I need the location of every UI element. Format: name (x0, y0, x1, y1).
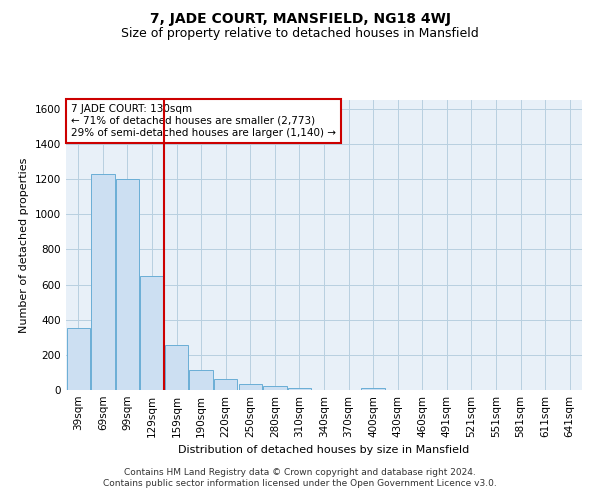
Bar (116, 179, 139, 390)
Y-axis label: Number of detached properties: Number of detached properties (19, 158, 29, 332)
Bar (91, 174, 115, 390)
Text: 7, JADE COURT, MANSFIELD, NG18 4WJ: 7, JADE COURT, MANSFIELD, NG18 4WJ (149, 12, 451, 26)
Bar (190, 370, 213, 390)
Text: Size of property relative to detached houses in Mansfield: Size of property relative to detached ho… (121, 28, 479, 40)
Bar (263, 386, 287, 390)
Bar (140, 276, 164, 390)
Bar (361, 388, 385, 390)
Bar (214, 378, 238, 390)
Bar (288, 388, 311, 390)
Text: Contains HM Land Registry data © Crown copyright and database right 2024.
Contai: Contains HM Land Registry data © Crown c… (103, 468, 497, 487)
Text: 7 JADE COURT: 130sqm
← 71% of detached houses are smaller (2,773)
29% of semi-de: 7 JADE COURT: 130sqm ← 71% of detached h… (71, 104, 336, 138)
Bar (165, 345, 188, 390)
Bar (67, 328, 90, 390)
Bar (239, 384, 262, 390)
X-axis label: Distribution of detached houses by size in Mansfield: Distribution of detached houses by size … (178, 446, 470, 456)
